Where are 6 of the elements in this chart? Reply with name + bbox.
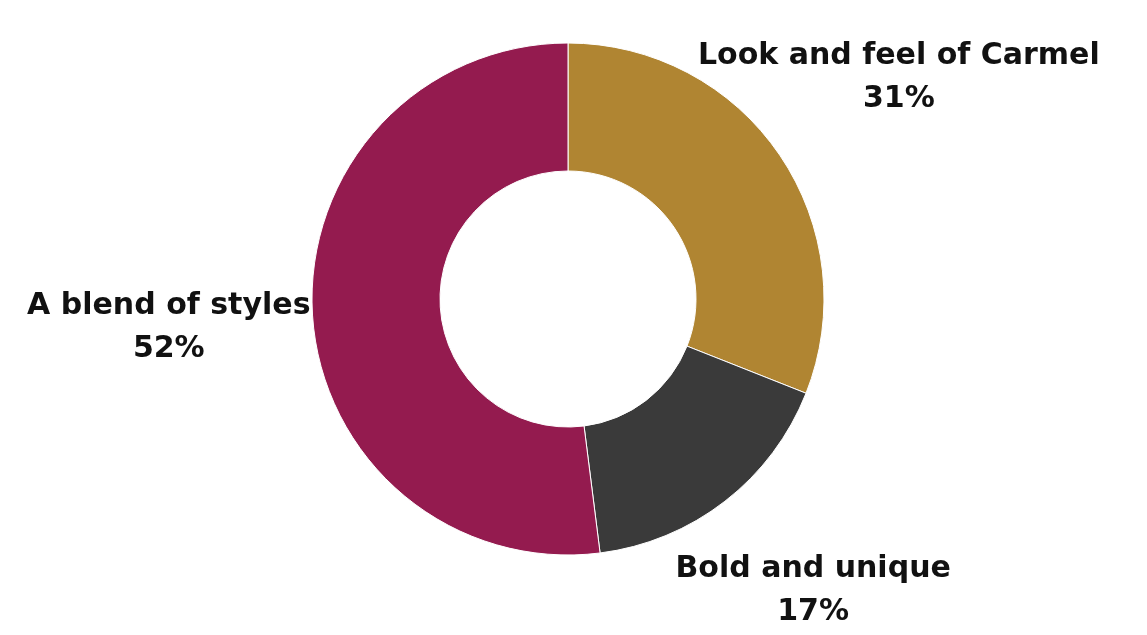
data-label: 17% [777,592,850,627]
data-label: 31% [862,79,935,115]
data-label: 52% [132,329,205,365]
slice-label: A blend of styles [27,286,311,322]
slice-label: Look and feel of Carmel [697,36,1100,72]
slice-label: Bold and unique [675,549,951,584]
